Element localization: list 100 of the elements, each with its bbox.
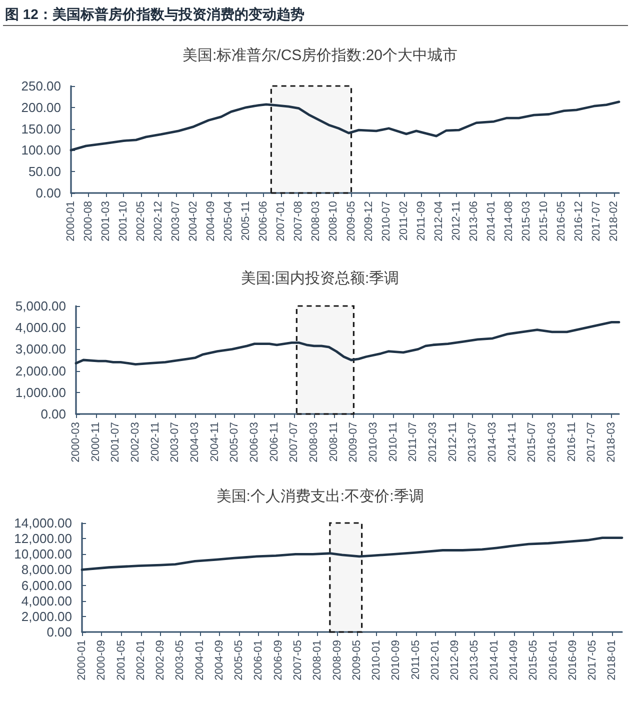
x-tick-label: 2016-09 xyxy=(566,640,579,680)
x-tick-label: 2006-09 xyxy=(272,640,284,680)
x-tick-label: 2007-05 xyxy=(292,640,304,680)
x-tick-label: 2000-01 xyxy=(76,640,88,680)
x-tick-label: 2006-03 xyxy=(248,422,261,462)
y-tick-label: 0.00 xyxy=(36,186,61,200)
x-tick-label: 2005-05 xyxy=(233,640,246,680)
x-tick-label: 2013-06 xyxy=(468,201,480,242)
y-tick-label: 4,000.00 xyxy=(15,320,66,336)
x-tick-label: 2014-01 xyxy=(485,201,498,242)
x-tick-label: 2006-11 xyxy=(268,422,280,462)
x-tick-label: 2005-11 xyxy=(240,201,252,241)
x-tick-label: 2002-12 xyxy=(152,201,165,242)
x-tick-label: 2014-03 xyxy=(486,422,499,462)
x-tick-label: 2000-11 xyxy=(90,422,102,462)
x-tick-label: 2010-03 xyxy=(368,422,380,462)
x-tick-label: 2005-07 xyxy=(228,422,241,462)
x-tick-label: 2009-07 xyxy=(348,422,360,462)
x-tick-label: 2017-07 xyxy=(586,422,598,462)
x-tick-label: 2001-03 xyxy=(100,201,112,242)
x-tick-label: 2008-01 xyxy=(312,640,324,680)
x-tick-label: 2008-03 xyxy=(308,422,320,462)
y-tick-label: 2,000.00 xyxy=(21,608,72,624)
chart-title: 美国:个人消费支出:不变价:季调 xyxy=(216,488,424,505)
x-tick-label: 2004-09 xyxy=(205,201,218,242)
line-series xyxy=(74,321,620,366)
y-tick-label: 0.00 xyxy=(40,406,66,422)
x-tick-label: 2014-11 xyxy=(506,422,518,462)
x-tick-label: 2016-12 xyxy=(572,201,585,242)
x-tick-label: 2008-09 xyxy=(331,640,344,680)
x-tick-label: 2003-07 xyxy=(170,201,182,242)
x-tick-label: 2015-10 xyxy=(538,201,550,242)
y-tick-label: 6,000.00 xyxy=(21,578,72,593)
x-tick-label: 2004-09 xyxy=(213,640,226,680)
x-tick-label: 2010-01 xyxy=(370,640,383,680)
x-tick-label: 2010-09 xyxy=(390,640,402,680)
y-tick-label: 250.00 xyxy=(21,78,61,94)
x-tick-label: 2002-03 xyxy=(130,422,142,462)
x-tick-label: 2013-05 xyxy=(468,640,481,680)
text: 图 12：美国标普房价指数与投资消费的变动趋势 xyxy=(5,6,304,22)
x-tick-label: 2012-04 xyxy=(432,201,445,242)
x-tick-label: 2016-05 xyxy=(555,201,568,242)
x-tick-label: 2014-01 xyxy=(488,640,500,680)
y-tick-label: 200.00 xyxy=(21,100,61,115)
y-tick-label: 12,000.00 xyxy=(14,531,72,546)
x-tick-label: 2008-03 xyxy=(310,201,322,242)
y-tick-label: 150.00 xyxy=(21,121,61,136)
x-tick-label: 2007-01 xyxy=(275,201,288,242)
x-tick-label: 2012-11 xyxy=(446,422,459,462)
x-tick-label: 2018-03 xyxy=(606,422,618,462)
x-tick-label: 2002-01 xyxy=(134,640,147,680)
x-tick-label: 2018-01 xyxy=(606,640,618,680)
x-tick-label: 2015-03 xyxy=(520,201,532,242)
x-tick-label: 2000-09 xyxy=(96,640,108,680)
x-tick-label: 2010-07 xyxy=(380,201,392,242)
y-tick-label: 3,000.00 xyxy=(15,342,66,357)
x-tick-label: 2017-05 xyxy=(586,640,599,680)
x-tick-label: 2010-11 xyxy=(387,422,400,462)
y-tick-label: 100.00 xyxy=(21,142,61,158)
x-tick-label: 2001-10 xyxy=(118,201,130,242)
x-tick-label: 2013-07 xyxy=(466,422,479,462)
x-tick-label: 2012-09 xyxy=(449,640,462,680)
x-tick-label: 2012-11 xyxy=(450,201,462,241)
x-tick-label: 2001-05 xyxy=(115,640,128,680)
x-tick-label: 2014-08 xyxy=(502,201,515,242)
x-tick-label: 2004-03 xyxy=(189,422,202,462)
x-tick-label: 2009-05 xyxy=(345,201,358,242)
x-tick-label: 2007-07 xyxy=(288,422,300,462)
chart-title: 美国:国内投资总额:季调 xyxy=(240,270,400,287)
x-tick-label: 2016-03 xyxy=(546,422,558,462)
x-tick-label: 2012-01 xyxy=(429,640,442,680)
x-tick-label: 2005-04 xyxy=(222,201,235,242)
x-tick-label: 2008-11 xyxy=(328,422,340,462)
y-tick-label: 50.00 xyxy=(28,164,61,180)
x-tick-label: 2003-07 xyxy=(169,422,182,462)
x-tick-label: 2006-01 xyxy=(252,640,265,680)
x-tick-label: 2002-09 xyxy=(154,640,167,680)
x-tick-label: 2000-01 xyxy=(65,201,77,242)
line-series xyxy=(70,100,620,152)
y-tick-label: 8,000.00 xyxy=(21,562,72,578)
y-tick-label: 1,000.00 xyxy=(15,384,66,400)
x-tick-label: 2004-02 xyxy=(188,201,200,242)
x-tick-label: 2006-06 xyxy=(258,201,270,242)
x-tick-label: 2004-01 xyxy=(194,640,206,680)
x-tick-label: 2009-05 xyxy=(350,640,363,680)
x-tick-label: 2002-11 xyxy=(149,422,162,462)
x-tick-label: 2015-05 xyxy=(528,640,540,680)
y-tick-label: 4,000.00 xyxy=(21,593,72,608)
x-tick-label: 2016-11 xyxy=(566,422,578,462)
x-tick-label: 2011-05 xyxy=(410,640,422,680)
y-tick-label: 5,000.00 xyxy=(15,298,66,314)
x-tick-label: 2000-03 xyxy=(70,422,82,462)
x-tick-label: 2012-03 xyxy=(427,422,440,462)
line-series xyxy=(80,536,624,571)
y-tick-label: 2,000.00 xyxy=(15,363,66,378)
x-tick-label: 2007-08 xyxy=(292,201,305,242)
chart-title: 美国:标准普尔/CS房价指数:20个大中城市 xyxy=(182,47,458,64)
x-tick-label: 2011-09 xyxy=(415,201,428,241)
x-tick-label: 2003-05 xyxy=(174,640,186,680)
x-tick-label: 2014-09 xyxy=(508,640,520,680)
